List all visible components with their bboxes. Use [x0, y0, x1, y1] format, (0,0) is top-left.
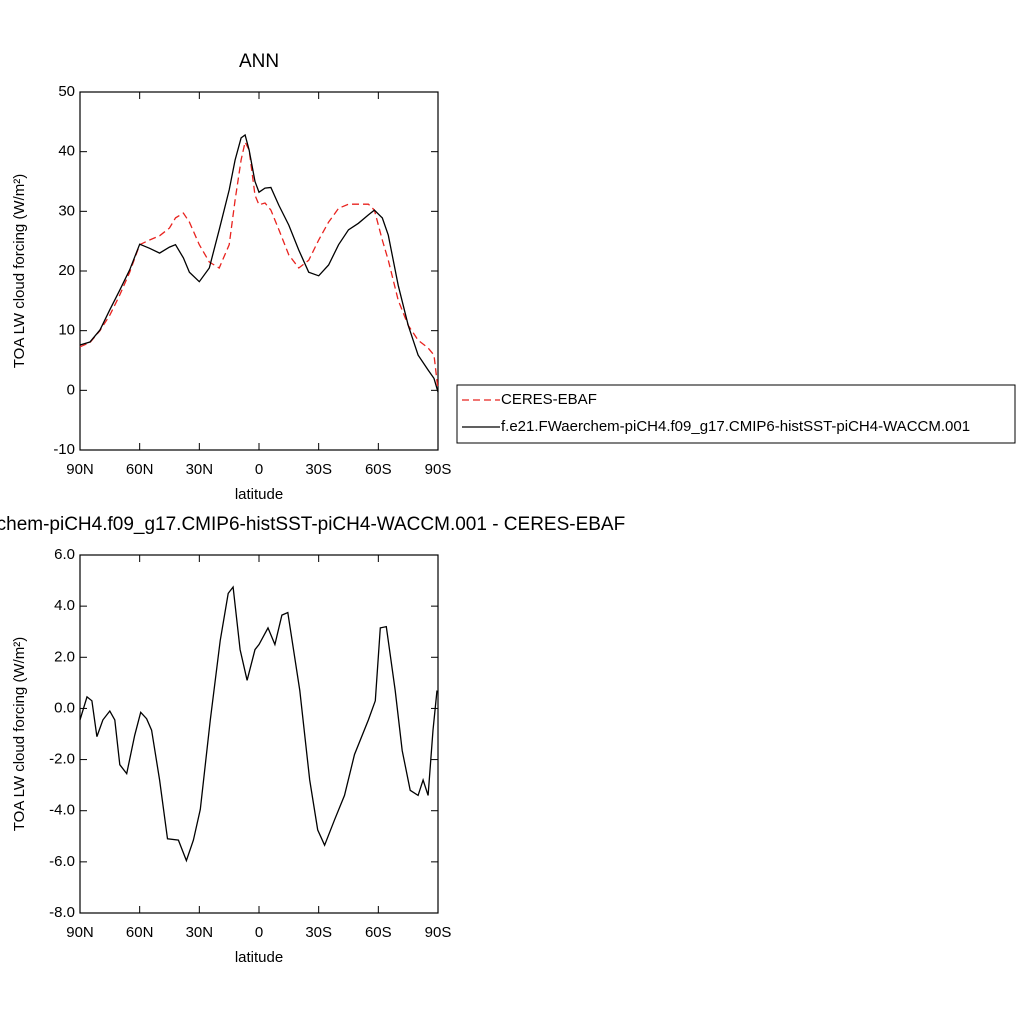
x-tick-label: 90S [425, 461, 452, 478]
chart-title: f.e21.FWaerchem-piCH4.f09_g17.CMIP6-hist… [0, 514, 625, 535]
chart-title: ANN [239, 51, 279, 72]
x-tick-label: 90N [66, 924, 94, 941]
x-tick-label: 90S [425, 924, 452, 941]
y-tick-label: 6.0 [54, 546, 75, 563]
data-line [79, 133, 439, 393]
x-tick-label: 0 [255, 461, 263, 478]
y-tick-label: -2.0 [49, 751, 75, 768]
y-tick-label: 30 [58, 202, 75, 219]
x-tick-label: 90N [66, 461, 94, 478]
x-axis-label: latitude [235, 949, 283, 966]
y-axis-label: TOA LW cloud forcing (W/m²) [11, 174, 28, 368]
y-tick-label: -10 [53, 441, 75, 458]
y-axis-label: TOA LW cloud forcing (W/m²) [11, 637, 28, 831]
data-line [79, 585, 438, 863]
y-tick-label: -8.0 [49, 904, 75, 921]
y-tick-label: -4.0 [49, 802, 75, 819]
y-tick-label: 2.0 [54, 648, 75, 665]
x-tick-label: 0 [255, 924, 263, 941]
y-tick-label: 50 [58, 83, 75, 100]
y-tick-label: 20 [58, 262, 75, 279]
y-tick-label: 0 [67, 381, 75, 398]
plot-frame [79, 554, 439, 914]
legend-label: f.e21.FWaerchem-piCH4.f09_g17.CMIP6-hist… [501, 418, 970, 435]
y-tick-label: 10 [58, 322, 75, 339]
x-tick-label: 60S [365, 461, 392, 478]
y-tick-label: -6.0 [49, 853, 75, 870]
legend-box [456, 384, 1016, 444]
data-line [79, 140, 439, 390]
x-tick-label: 30S [305, 461, 332, 478]
x-tick-label: 60N [126, 924, 154, 941]
y-tick-label: 0.0 [54, 699, 75, 716]
x-tick-label: 30S [305, 924, 332, 941]
x-tick-label: 30N [186, 924, 214, 941]
plot-frame [79, 91, 439, 451]
legend-label: CERES-EBAF [501, 391, 597, 408]
x-tick-label: 30N [186, 461, 214, 478]
y-tick-label: 40 [58, 143, 75, 160]
x-tick-label: 60N [126, 461, 154, 478]
x-axis-label: latitude [235, 486, 283, 503]
y-tick-label: 4.0 [54, 597, 75, 614]
x-tick-label: 60S [365, 924, 392, 941]
